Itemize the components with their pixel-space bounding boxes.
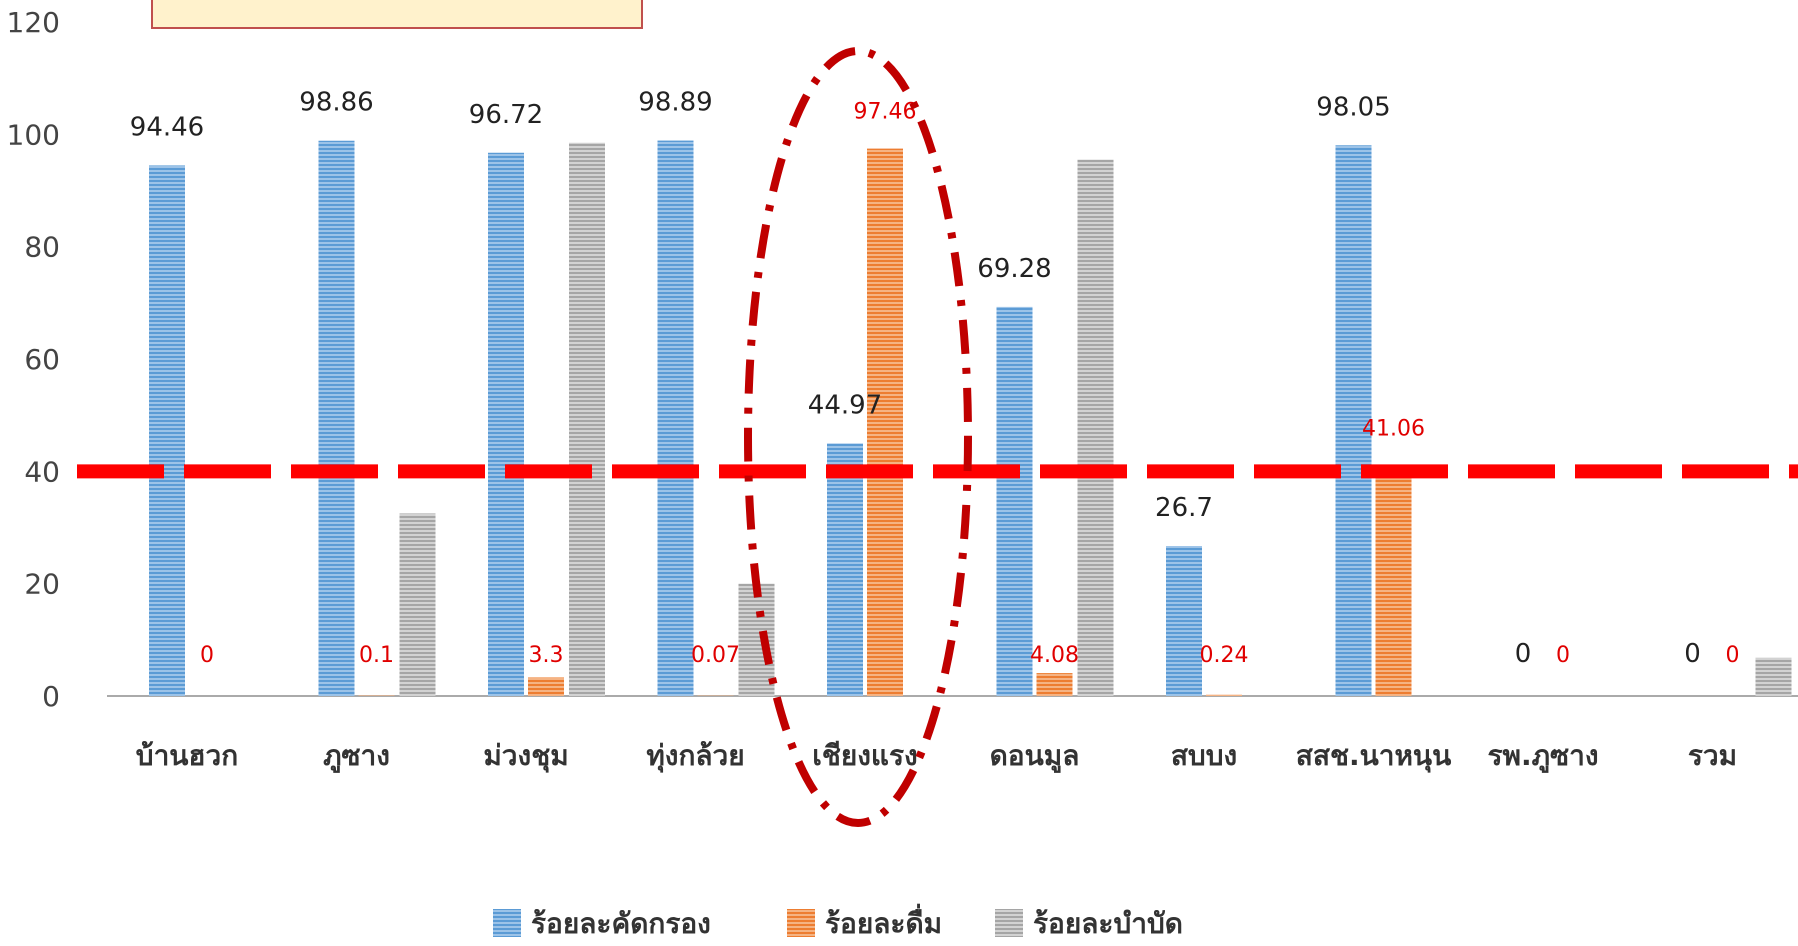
category-label: รพ.ภูซาง (1488, 739, 1599, 773)
category-label: ภูซาง (323, 739, 390, 773)
bar (399, 513, 436, 696)
category-label: ดอนมูล (990, 739, 1080, 773)
bar (657, 140, 694, 696)
bar (318, 140, 355, 696)
category-label: บ้านฮวก (136, 739, 238, 772)
bar (1755, 657, 1792, 696)
legend-label: ร้อยละคัดกรอง (531, 907, 711, 940)
bar (1335, 145, 1372, 696)
data-label-drink: 0 (200, 643, 214, 668)
y-tick-label: 80 (24, 231, 60, 264)
category-label: ทุ่งกล้วย (646, 739, 744, 773)
category-label: สบบง (1171, 739, 1237, 772)
legend-swatch (995, 909, 1023, 937)
data-label-screen: 44.97 (808, 390, 882, 420)
legend-label: ร้อยละบำบัด (1033, 907, 1183, 940)
data-label-drink: 97.46 (854, 100, 917, 125)
bar (1166, 546, 1202, 696)
data-label-drink: 4.08 (1030, 643, 1079, 668)
bars (149, 140, 1792, 697)
data-label-drink: 0.1 (359, 643, 394, 668)
y-tick-label: 100 (7, 118, 60, 151)
bar (867, 148, 903, 696)
y-tick-label: 60 (24, 343, 60, 376)
data-label-drink: 0 (1556, 643, 1570, 668)
bar (528, 677, 564, 696)
legend-swatch (493, 909, 521, 937)
y-tick-label: 120 (7, 6, 60, 39)
category-label: ม่วงชุม (483, 739, 568, 773)
data-label-screen: 98.89 (638, 88, 712, 118)
highlight-ellipse (744, 47, 972, 827)
y-tick-label: 40 (24, 455, 60, 488)
legend-swatch (787, 909, 815, 937)
y-tick-label: 20 (24, 568, 60, 601)
data-label-drink: 3.3 (529, 643, 564, 668)
data-label-drink: 0.07 (691, 643, 740, 668)
bar (488, 152, 524, 697)
bar (1206, 694, 1242, 696)
data-label-screen: 96.72 (469, 100, 543, 130)
bar (358, 695, 395, 696)
note-box (151, 0, 643, 29)
data-label-screen: 0 (1515, 639, 1532, 669)
bar (1036, 673, 1073, 696)
data-label-drink: 0 (1726, 643, 1740, 668)
data-label-screen: 98.86 (299, 88, 373, 118)
category-labels: บ้านฮวก ภูซาง ม่วงชุม ทุ่งกล้วย เชียงแรง ดอนม… (136, 739, 1737, 773)
y-tick-label: 0 (42, 680, 60, 713)
category-label: สสช.นาหนุน (1296, 739, 1451, 773)
legend-label: ร้อยละดื่ม (825, 903, 942, 940)
bar (996, 306, 1033, 696)
data-label-screen: 26.7 (1155, 493, 1213, 523)
data-label-screen: 0 (1684, 639, 1701, 669)
y-axis: 0 20 40 60 80 100 120 (7, 6, 60, 713)
bar (1375, 465, 1412, 696)
legend: ร้อยละคัดกรอง ร้อยละดื่ม ร้อยละบำบัด (493, 903, 1183, 940)
bar (149, 165, 185, 697)
data-label-screen: 69.28 (977, 254, 1051, 284)
data-label-screen: 94.46 (130, 112, 204, 142)
bar (1077, 159, 1114, 696)
data-label-drink: 41.06 (1362, 416, 1425, 441)
data-label-drink: 0.24 (1200, 643, 1249, 668)
category-label: เชียงแรง (812, 739, 917, 772)
data-labels: 94.46 0 98.86 0.1 96.72 3.3 98.89 0.07 44.97 97.4… (130, 88, 1740, 669)
bar (569, 142, 605, 697)
bar (827, 443, 863, 696)
bar (738, 583, 775, 696)
category-label: รวม (1688, 739, 1737, 772)
data-label-screen: 98.05 (1316, 92, 1390, 122)
